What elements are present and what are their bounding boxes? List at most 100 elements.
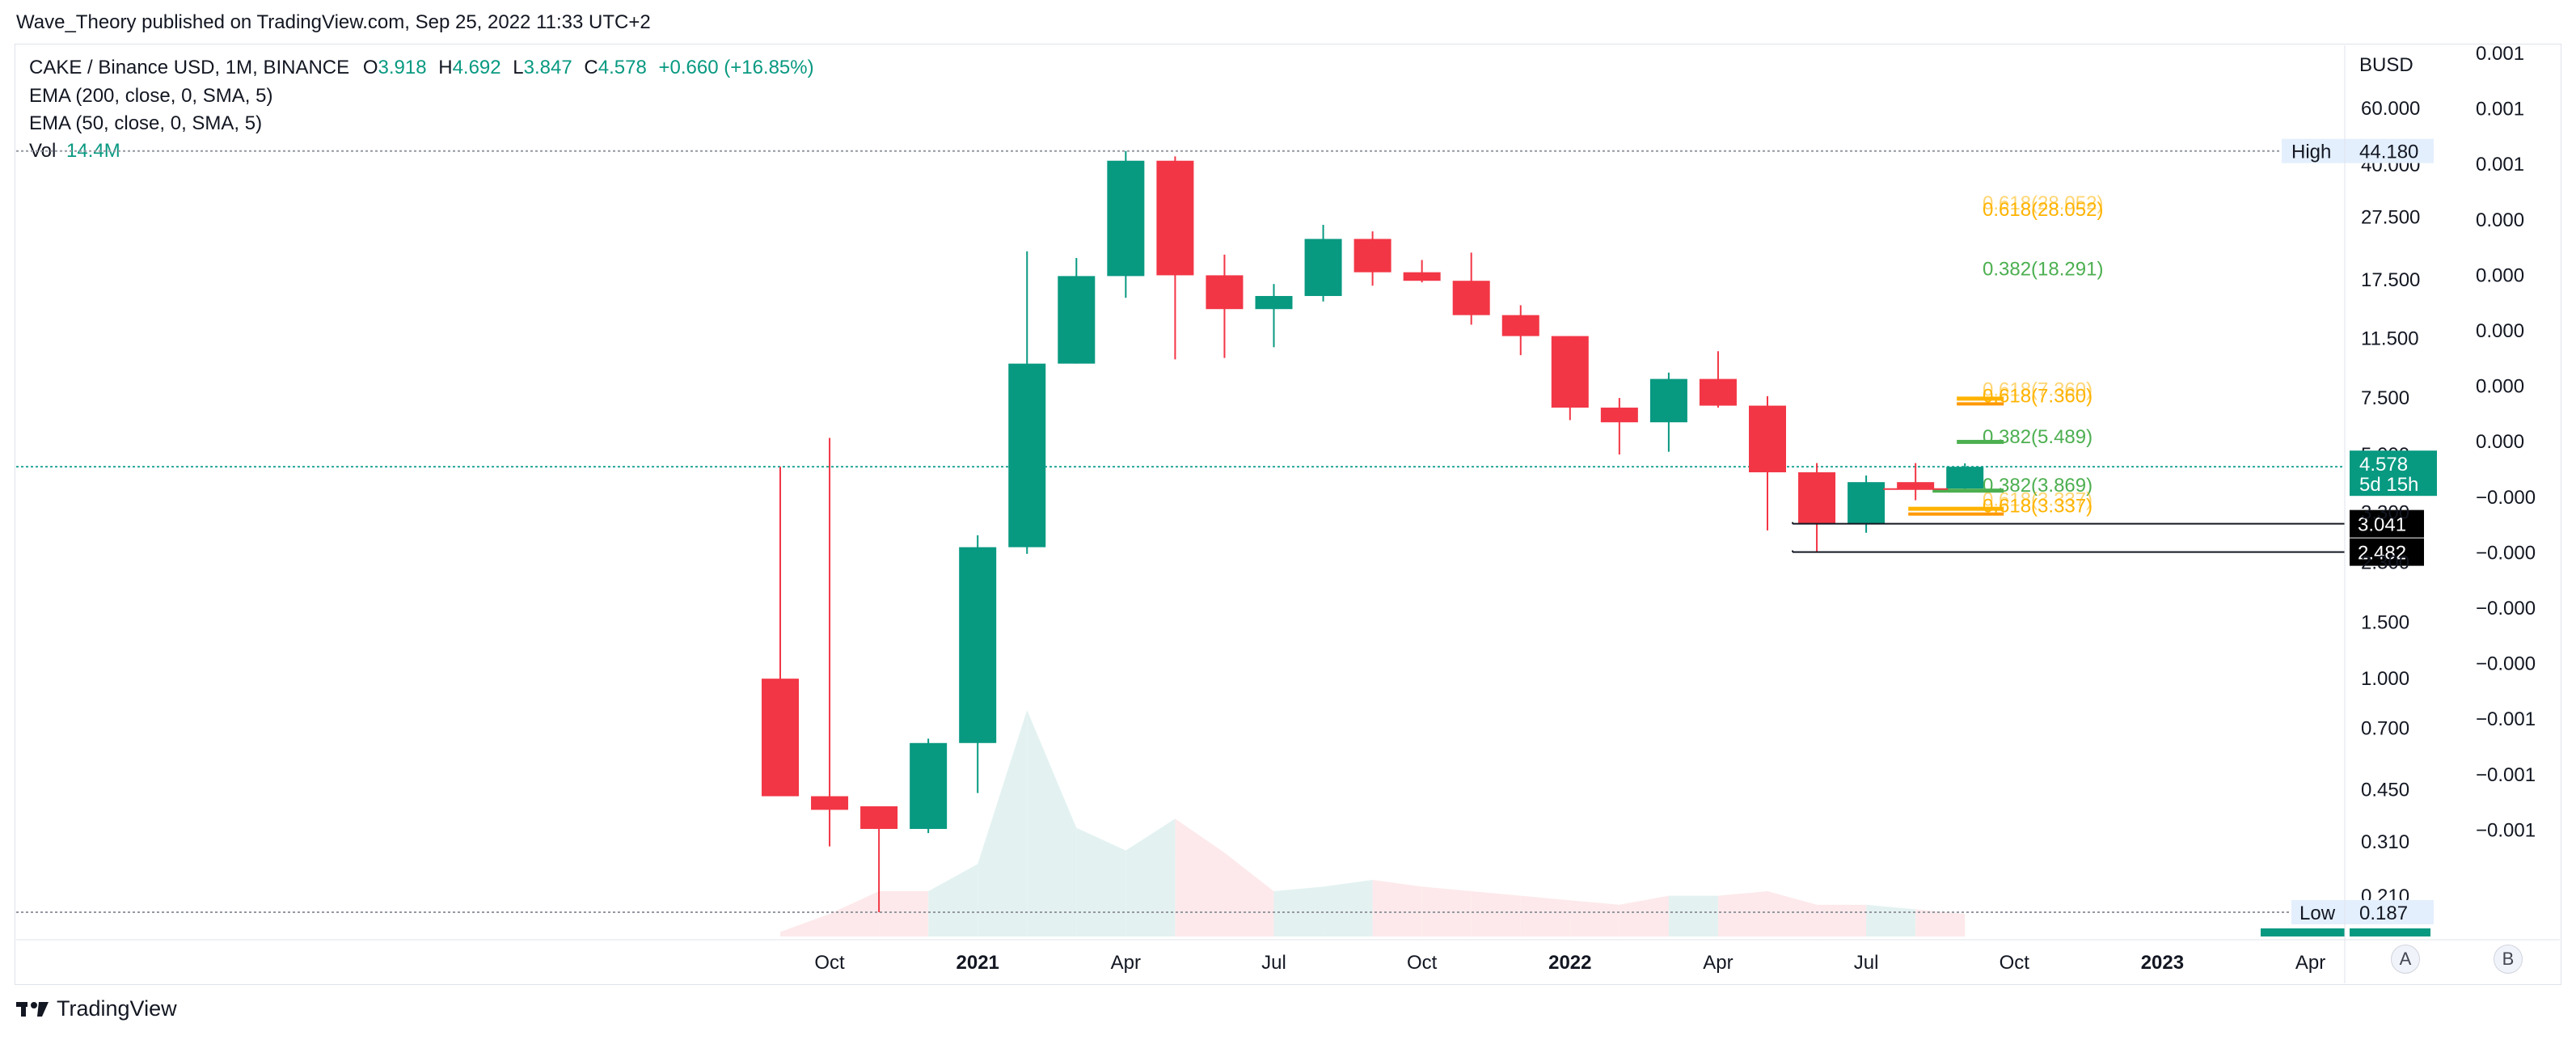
y-axis-tick-label: 0.700 (2361, 718, 2409, 740)
candle (1749, 395, 1786, 531)
x-axis-tick-label: Oct (1407, 952, 1438, 974)
candle-body (1304, 239, 1342, 297)
low-value-box (2350, 899, 2434, 924)
chart-frame (15, 44, 2561, 985)
change-value: +0.660 (+16.85%) (658, 57, 814, 78)
candle-body (1897, 482, 1935, 488)
candle-body (910, 742, 948, 830)
volume-badge (2261, 928, 2345, 936)
y-axis-tick-label: 27.500 (2361, 206, 2420, 228)
high-value: 4.692 (452, 57, 501, 78)
high-badge-label: High (2291, 142, 2331, 163)
volume-area-segment (1175, 818, 1225, 936)
candle (811, 438, 849, 847)
fib-marker (1957, 439, 2004, 444)
low-badge-label: Low (2299, 903, 2336, 924)
right-scale-tick-label: −0.001 (2476, 819, 2536, 841)
right-scale-tick-label: −0.000 (2476, 487, 2536, 509)
tradingview-footer[interactable]: TradingView (16, 996, 177, 1021)
candle (1848, 475, 1886, 533)
publish-header: Wave_Theory published on TradingView.com… (16, 11, 651, 33)
fib-label: 0.382(3.869) (1983, 475, 2092, 497)
high-badge (2282, 138, 2350, 163)
volume-area-segment (1421, 886, 1472, 936)
x-axis-tick-label: 2023 (2141, 952, 2184, 974)
volume-area-segment (879, 891, 929, 936)
volume-area-segment (830, 891, 880, 936)
x-axis-tick-label: 2021 (956, 952, 999, 974)
volume-area-segment (1767, 891, 1818, 936)
y-axis-tick-label: 1.500 (2361, 611, 2409, 633)
candle (1156, 156, 1194, 360)
volume-area-segment (1866, 904, 1916, 936)
high-value-label: 44.180 (2359, 142, 2418, 163)
tradingview-logo-icon (16, 1001, 49, 1017)
volume-area-segment (928, 864, 978, 936)
candle-body (1255, 296, 1293, 310)
candle (1897, 463, 1935, 501)
candle-body (959, 547, 997, 743)
candle-body (1649, 378, 1687, 423)
currency-label: BUSD (2359, 54, 2413, 76)
right-scale-tick-label: −0.000 (2476, 653, 2536, 675)
volume-area-segment (1323, 880, 1373, 936)
right-scale-tick-label: −0.000 (2476, 542, 2536, 564)
last-price-box (2350, 450, 2437, 497)
y-axis-tick-label: 0.310 (2361, 831, 2409, 853)
fib-marker (1908, 506, 2004, 511)
candle-body (1008, 363, 1046, 547)
candle (1600, 398, 1638, 454)
candle-body (762, 679, 799, 797)
volume-area-segment (1915, 909, 1966, 936)
volume-area-segment (1471, 891, 1521, 936)
right-scale-tick-label: −0.001 (2476, 764, 2536, 786)
volume-layer (780, 710, 1966, 936)
fib-label: 0.382(18.291) (1983, 259, 2103, 281)
close-value: 4.578 (598, 57, 647, 78)
fib-marker (1932, 488, 2004, 493)
volume-area-segment (1717, 891, 1767, 936)
scale-a-button[interactable]: A (2391, 945, 2420, 974)
x-axis-tick-label: Apr (1111, 952, 1141, 974)
candle-body (1156, 160, 1194, 276)
price-box (2350, 538, 2424, 566)
candle (1551, 336, 1589, 421)
candle-body (1353, 239, 1391, 273)
volume-area-segment (1569, 900, 1620, 936)
candle-body (1403, 272, 1441, 281)
volume-value-box (2350, 928, 2430, 936)
symbol-legend[interactable]: CAKE / Binance USD, 1M, BINANCE O3.918 H… (29, 57, 814, 79)
candle-body (1946, 467, 1984, 488)
candle (1255, 284, 1293, 348)
y-axis-tick-label: 2.300 (2361, 552, 2409, 574)
candles-layer (762, 150, 1984, 912)
right-scale-tick-label: 0.000 (2476, 431, 2524, 453)
candle (1798, 463, 1836, 552)
ema200-legend[interactable]: EMA (200, close, 0, SMA, 5) (29, 85, 273, 107)
x-axis-tick-label: 2022 (1548, 952, 1591, 974)
y-axis-tick-label: 7.500 (2361, 387, 2409, 409)
open-label: O (362, 57, 378, 78)
high-value-box (2350, 138, 2434, 163)
candle (1206, 254, 1244, 358)
volume-area-segment (1224, 852, 1274, 936)
ema50-legend[interactable]: EMA (50, close, 0, SMA, 5) (29, 112, 263, 134)
candle-body (1848, 482, 1886, 524)
volume-area-segment (1668, 895, 1718, 936)
candle (1946, 463, 1984, 492)
x-axis-tick-label: Jul (1261, 952, 1286, 974)
volume-area-segment (1520, 895, 1570, 936)
y-axis-tick-label: 17.500 (2361, 269, 2420, 291)
right-scale-tick-label: −0.000 (2476, 598, 2536, 619)
candle-body (1206, 275, 1244, 310)
volume-area-segment (780, 914, 830, 936)
candle (1353, 231, 1391, 286)
y-axis-tick-label: 60.000 (2361, 98, 2420, 120)
candle (860, 806, 898, 912)
candle (1107, 150, 1145, 298)
support-level-label: 3.041 (2358, 514, 2406, 536)
volume-area-segment (1076, 827, 1126, 936)
scale-b-button[interactable]: B (2494, 945, 2523, 974)
low-value: 3.847 (523, 57, 572, 78)
